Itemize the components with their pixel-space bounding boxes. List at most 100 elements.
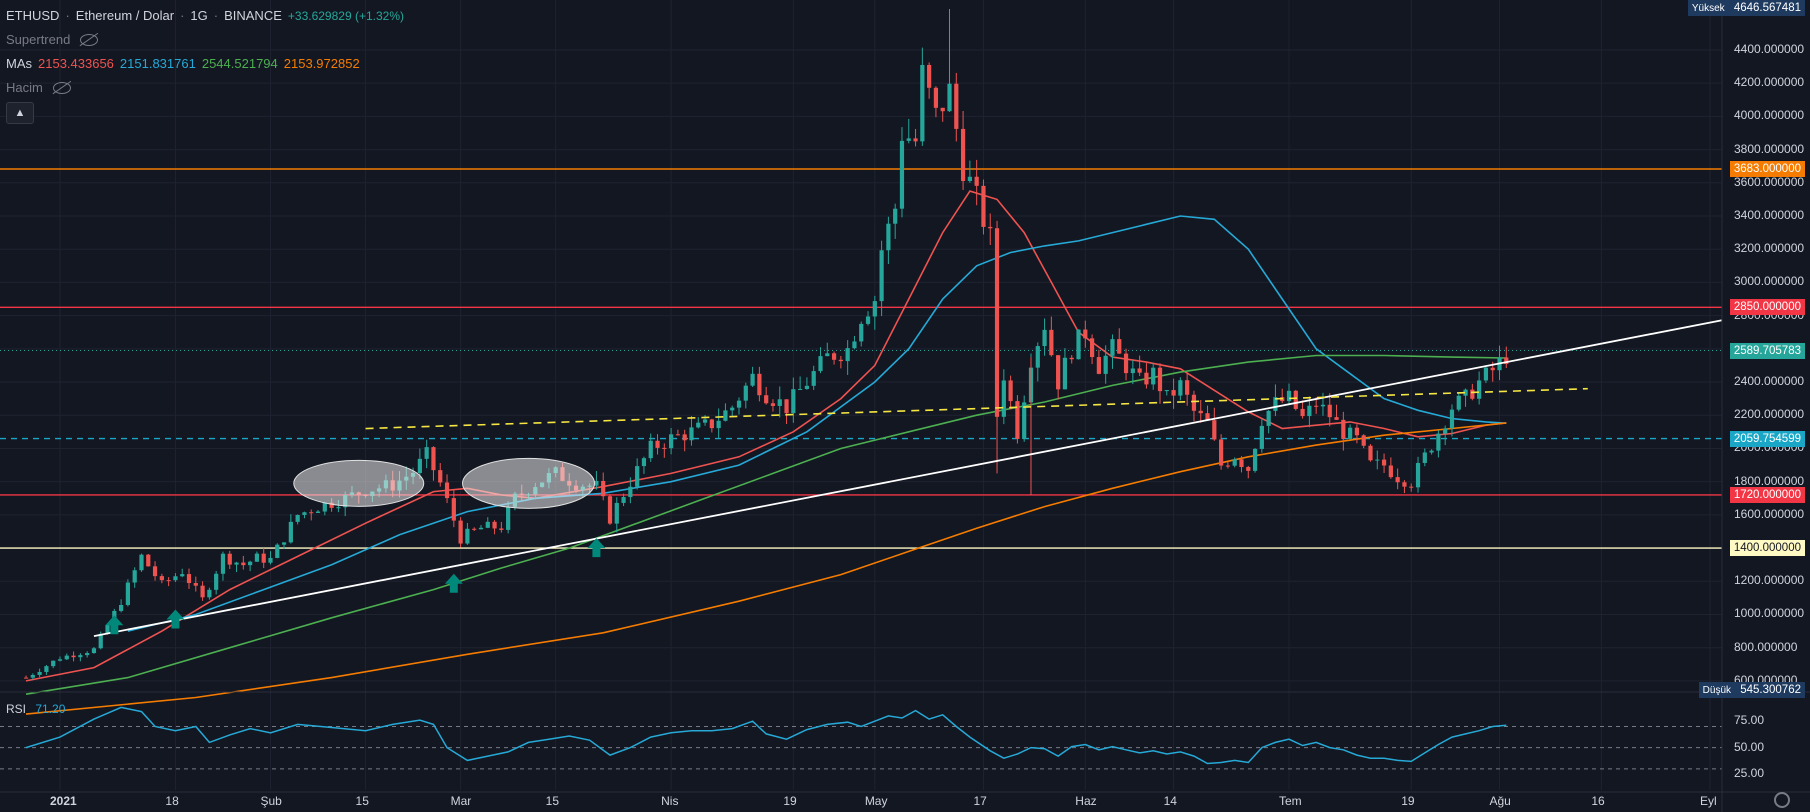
price-tick-label: 800.000000 (1734, 639, 1798, 654)
candle-body (886, 223, 891, 251)
hidden-eye-icon[interactable] (52, 81, 71, 94)
candle-body (1354, 427, 1360, 436)
candle-body (200, 585, 205, 598)
candle-body (1089, 338, 1095, 358)
candle-body (1266, 410, 1271, 426)
price-level-tag: 1720.000000 (1729, 486, 1805, 503)
candle-body (736, 400, 742, 408)
high-tag: Yüksek 4646.567481 (1687, 0, 1805, 16)
candle-body (764, 395, 769, 404)
candle-body (648, 440, 653, 459)
candle-body (1103, 355, 1108, 374)
candle-body (662, 447, 667, 449)
candle-body (1083, 329, 1088, 339)
candle-body (1307, 405, 1312, 417)
candle-body (865, 316, 871, 324)
mas-legend[interactable]: MAs 2153.433656 2151.831761 2544.521794 … (6, 56, 360, 71)
candle-body (974, 176, 979, 186)
candle-body (960, 128, 966, 182)
up-arrow-icon (105, 615, 124, 635)
candle-body (1117, 339, 1122, 354)
candle-body (940, 107, 945, 112)
candle-body (166, 580, 171, 582)
candle-body (281, 542, 287, 545)
volume-legend[interactable]: Hacim (6, 80, 71, 95)
candle-body (893, 208, 898, 224)
collapse-legend-button[interactable]: ▲ (6, 102, 34, 124)
candle-body (173, 576, 178, 581)
candle-body (1049, 329, 1054, 356)
volume-label: Hacim (6, 80, 43, 95)
symbol-header[interactable]: ETHUSD · Ethereum / Dolar · 1G · BINANCE… (6, 8, 404, 23)
price-tick-label: 4400.000000 (1734, 41, 1805, 56)
candle-body (1436, 433, 1441, 451)
gear-icon[interactable] (1774, 792, 1790, 808)
highlight-ellipse (293, 459, 425, 507)
candle-body (431, 447, 436, 471)
price-tick-label: 1200.000000 (1734, 573, 1805, 588)
supertrend-legend[interactable]: Supertrend (6, 32, 99, 47)
candle-body (1409, 486, 1414, 488)
candle-body (1286, 390, 1292, 402)
ascending-trendline (93, 319, 1723, 637)
candle-body (1443, 428, 1448, 434)
candle-body (947, 83, 952, 112)
rsi-line (25, 706, 1507, 765)
candle-body (709, 419, 714, 429)
candle-body (1483, 367, 1489, 381)
candle-body (37, 671, 42, 675)
chevron-up-icon: ▲ (14, 107, 26, 119)
time-tick-label: 18 (165, 794, 179, 808)
hidden-eye-icon[interactable] (80, 33, 99, 46)
ma-value-4: 2153.972852 (283, 56, 360, 71)
candle-body (261, 553, 266, 563)
candles (23, 9, 1509, 680)
candle-body (71, 655, 76, 658)
candle-body (1388, 465, 1393, 478)
rsi-tick-label: 75.00 (1734, 713, 1765, 728)
candle-body (105, 624, 110, 634)
candle-body (798, 388, 803, 390)
symbol-name: ETHUSD (6, 8, 60, 23)
candle-body (1463, 389, 1468, 396)
candle-body (1239, 459, 1244, 468)
candle-body (967, 176, 972, 182)
candle-body (831, 353, 837, 360)
ma-value-3: 2544.521794 (201, 56, 278, 71)
candle-body (44, 666, 49, 672)
rsi-label: RSI (6, 702, 27, 716)
up-arrow-icon (587, 538, 606, 558)
rsi-panel (0, 691, 1810, 770)
candle-body (30, 674, 35, 678)
supertrend-label: Supertrend (6, 32, 71, 47)
time-tick-label: Haz (1075, 794, 1097, 808)
moving-average-line (25, 354, 1507, 695)
price-tick-label: 4200.000000 (1734, 75, 1805, 90)
candle-body (1490, 367, 1495, 371)
candle-body (180, 574, 185, 577)
candle-body (472, 528, 477, 530)
candle-body (838, 359, 843, 362)
candle-body (669, 434, 674, 449)
price-tick-label: 2200.000000 (1734, 407, 1805, 422)
candle-body (954, 83, 959, 129)
candle-body (1415, 462, 1421, 488)
price-level-tag: 2059.754599 (1729, 430, 1805, 447)
candle-body (716, 420, 721, 429)
candle-body (852, 341, 857, 349)
candle-body (1171, 390, 1176, 396)
price-tick-label: 1800.000000 (1734, 473, 1805, 488)
candle-body (879, 250, 884, 302)
candle-body (988, 226, 993, 229)
time-tick-label: Şub (260, 794, 282, 808)
candle-body (1395, 477, 1400, 483)
candle-body (492, 521, 497, 529)
candle-body (811, 371, 816, 386)
candle-body (1504, 357, 1509, 365)
candle-body (207, 589, 212, 598)
candle-body (214, 573, 219, 590)
symbol-description: Ethereum / Dolar (75, 8, 175, 23)
candle-body (1293, 390, 1298, 409)
rsi-legend[interactable]: RSI 71.20 (6, 702, 65, 716)
